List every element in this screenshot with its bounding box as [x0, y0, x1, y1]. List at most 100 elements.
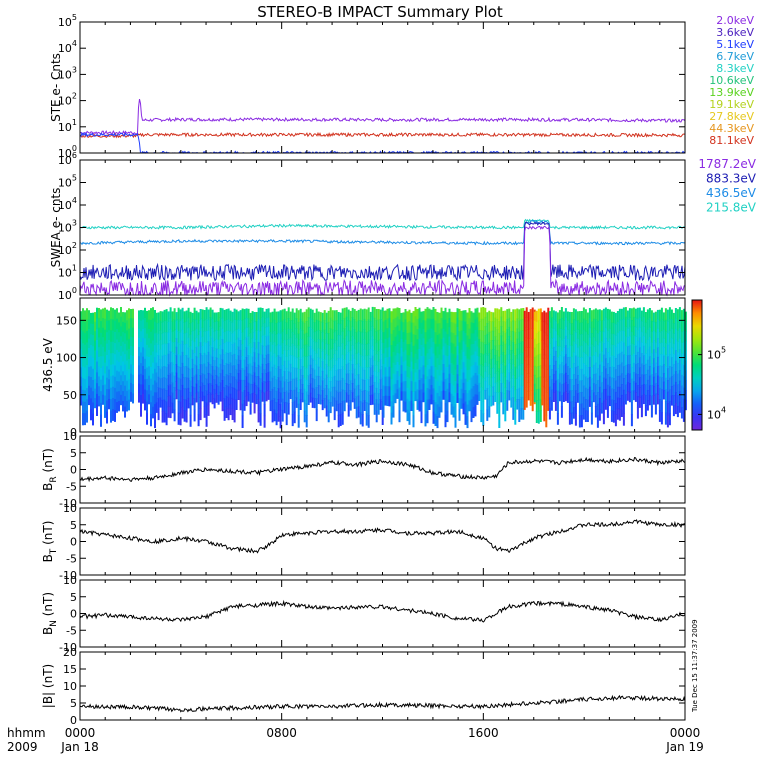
spectrogram-cell	[347, 330, 350, 342]
spectrogram-cell	[508, 372, 511, 383]
spectrogram-cell	[682, 410, 685, 422]
spectrogram-cell	[523, 310, 526, 322]
spectrogram-cell	[678, 307, 681, 319]
spectrogram-cell	[104, 340, 106, 353]
spectrogram-cell	[656, 309, 659, 320]
spectrogram-cell	[550, 338, 553, 349]
spectrogram-cell	[462, 320, 465, 332]
spectrogram-cell	[90, 398, 92, 410]
spectrogram-cell	[106, 309, 108, 322]
spectrogram-cell	[598, 309, 601, 321]
spectrogram-cell	[293, 312, 296, 325]
spectrogram-cell	[351, 336, 354, 346]
spectrogram-cell	[106, 389, 108, 401]
spectrogram-cell	[442, 355, 445, 365]
spectrogram-cell	[116, 402, 118, 413]
spectrogram-cell	[545, 335, 548, 348]
spectrogram-cell	[223, 354, 226, 366]
spectrogram-cell	[508, 308, 511, 319]
spectrogram-cell	[146, 322, 148, 335]
spectrogram-cell	[426, 376, 429, 389]
spectrogram-cell	[584, 410, 587, 422]
spectrogram-cell	[175, 346, 178, 356]
y-tick-label: 10	[63, 430, 77, 443]
spectrogram-cell	[384, 376, 387, 387]
spectrogram-cell	[138, 319, 140, 330]
spectrogram-cell	[140, 331, 142, 343]
spectrogram-cell	[337, 369, 340, 382]
spectrogram-cell	[396, 307, 399, 317]
spectrogram-cell	[215, 357, 218, 367]
spectrogram-cell	[626, 373, 629, 383]
spectrogram-cell	[205, 307, 208, 320]
spectrogram-cell	[163, 377, 166, 389]
spectrogram-cell	[273, 364, 276, 377]
spectrogram-cell	[277, 366, 280, 378]
spectrogram-cell	[660, 412, 663, 425]
swea-legend-entry: 215.8eV	[706, 201, 757, 215]
spectrogram-cell	[317, 348, 320, 358]
spectrogram-cell	[239, 389, 242, 401]
spectrogram-cell	[249, 312, 252, 324]
spectrogram-cell	[154, 380, 156, 393]
spectrogram-cell	[392, 384, 395, 396]
spectrogram-cell	[636, 329, 639, 342]
y-tick-label: -5	[66, 480, 77, 493]
spectrogram-cell	[167, 343, 170, 355]
spectrogram-cell	[598, 409, 601, 421]
spectrogram-cell	[496, 329, 499, 341]
spectrogram-cell	[263, 404, 266, 417]
spectrogram-cell	[531, 359, 534, 370]
spectrogram-cell	[410, 361, 413, 372]
spectrogram-cell	[112, 398, 114, 410]
spectrogram-cell	[541, 386, 544, 397]
spectrogram-cell	[231, 408, 234, 420]
spectrogram-cell	[440, 391, 443, 402]
spectrogram-cell	[241, 320, 244, 333]
spectrogram-cell	[255, 385, 258, 395]
y-tick-label: 101	[58, 264, 77, 280]
spectrogram-cell	[259, 342, 262, 356]
spectrogram-cell	[359, 354, 362, 367]
spectrogram-cell	[648, 308, 651, 319]
spectrogram-cell	[392, 330, 395, 342]
spectrogram-cell	[654, 373, 657, 384]
spectrogram-cell	[584, 342, 587, 355]
spectrogram-cell	[161, 322, 164, 335]
spectrogram-cell	[545, 403, 548, 416]
spectrogram-cell	[161, 411, 164, 423]
spectrogram-cell	[144, 389, 146, 401]
spectrogram-cell	[438, 354, 441, 366]
spectrogram-cell	[108, 359, 110, 370]
spectrogram-cell	[285, 345, 288, 357]
spectrogram-cell	[371, 384, 374, 396]
spectrogram-cell	[560, 362, 563, 374]
spectrogram-cell	[666, 344, 669, 357]
spectrogram-cell	[265, 373, 268, 383]
spectrogram-cell	[261, 308, 264, 318]
spectrogram-cell	[436, 369, 439, 382]
spectrogram-cell	[126, 390, 128, 402]
spectrogram-cell	[400, 373, 403, 384]
spectrogram-cell	[122, 341, 124, 353]
y-tick-label: 100	[58, 144, 77, 160]
spectrogram-cell	[434, 320, 437, 333]
spectrogram-cell	[680, 342, 683, 354]
spectrogram-cell	[199, 309, 202, 321]
spectrogram-cell	[490, 396, 493, 407]
spectrogram-cell	[297, 321, 300, 335]
spectrogram-cell	[90, 323, 92, 335]
spectrogram-cell	[664, 354, 667, 367]
spectrogram-cell	[94, 312, 96, 323]
spectrogram-cell	[110, 307, 112, 320]
spectrogram-cell	[347, 362, 350, 374]
spectrogram-cell	[84, 367, 86, 380]
spectrogram-cell	[323, 388, 326, 399]
spectrogram-cell	[448, 318, 451, 328]
spectrogram-cell	[620, 362, 623, 374]
spectrogram-cell	[295, 367, 298, 379]
spectrogram-cell	[114, 332, 116, 344]
spectrogram-cell	[418, 349, 421, 360]
spectrogram-cell	[504, 387, 507, 400]
